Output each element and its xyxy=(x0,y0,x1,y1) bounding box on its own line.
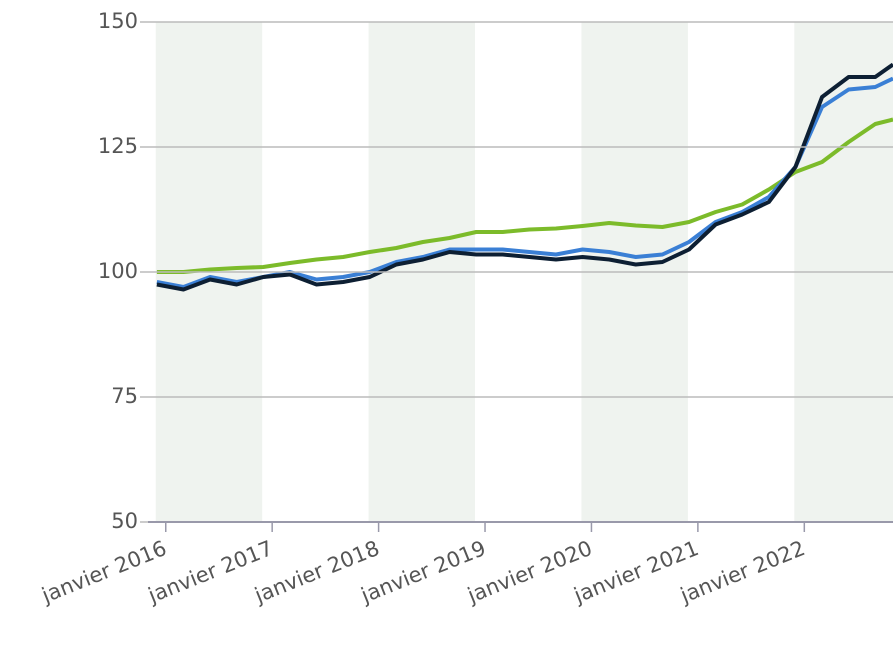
plot xyxy=(156,62,893,292)
y-tick-label: 100 xyxy=(98,259,138,283)
series-line xyxy=(156,117,893,274)
y-tick-label: 75 xyxy=(111,384,138,408)
y-tick-label: 125 xyxy=(98,134,138,158)
y-tick-label: 50 xyxy=(111,509,138,533)
series-line xyxy=(156,62,893,292)
y-tick-label: 150 xyxy=(98,9,138,33)
